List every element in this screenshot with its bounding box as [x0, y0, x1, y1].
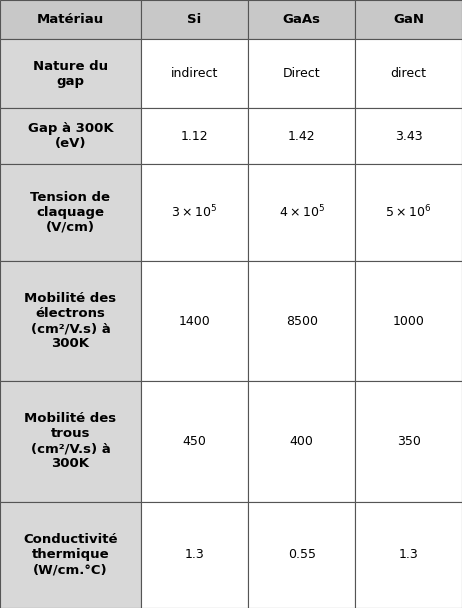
Bar	[141, 108, 248, 164]
Text: $5 \times 10^6$: $5 \times 10^6$	[385, 204, 432, 221]
Text: 450: 450	[182, 435, 207, 448]
Text: Conductivité
thermique
(W/cm.°C): Conductivité thermique (W/cm.°C)	[23, 533, 118, 576]
Text: 1000: 1000	[393, 314, 425, 328]
Bar	[355, 0, 462, 39]
Bar	[248, 108, 355, 164]
Bar	[141, 502, 248, 608]
Bar	[248, 261, 355, 381]
Bar	[248, 0, 355, 39]
Text: $4 \times 10^5$: $4 \times 10^5$	[279, 204, 325, 221]
Bar	[355, 108, 462, 164]
Bar	[248, 381, 355, 502]
Text: Si: Si	[188, 13, 201, 26]
Text: 3.43: 3.43	[395, 130, 422, 142]
Text: $3 \times 10^5$: $3 \times 10^5$	[171, 204, 218, 221]
Bar	[141, 381, 248, 502]
Text: 0.55: 0.55	[288, 548, 316, 561]
Bar	[248, 39, 355, 108]
Bar	[0, 261, 141, 381]
Text: Direct: Direct	[283, 67, 321, 80]
Text: 8500: 8500	[286, 314, 318, 328]
Bar	[355, 502, 462, 608]
Text: GaN: GaN	[393, 13, 424, 26]
Bar	[141, 39, 248, 108]
Bar	[141, 0, 248, 39]
Bar	[0, 164, 141, 261]
Text: 350: 350	[397, 435, 420, 448]
Bar	[0, 502, 141, 608]
Text: 1.12: 1.12	[181, 130, 208, 142]
Text: Matériau: Matériau	[37, 13, 104, 26]
Text: Nature du
gap: Nature du gap	[33, 60, 108, 88]
Text: 1400: 1400	[179, 314, 210, 328]
Bar	[355, 381, 462, 502]
Text: GaAs: GaAs	[283, 13, 321, 26]
Text: 400: 400	[290, 435, 314, 448]
Bar	[0, 381, 141, 502]
Bar	[141, 261, 248, 381]
Bar	[355, 261, 462, 381]
Bar	[0, 108, 141, 164]
Text: 1.42: 1.42	[288, 130, 316, 142]
Bar	[355, 39, 462, 108]
Text: Tension de
claquage
(V/cm): Tension de claquage (V/cm)	[30, 191, 110, 234]
Text: 1.3: 1.3	[399, 548, 419, 561]
Text: Mobilité des
électrons
(cm²/V.s) à
300K: Mobilité des électrons (cm²/V.s) à 300K	[24, 292, 116, 350]
Bar	[355, 164, 462, 261]
Text: Gap à 300K
(eV): Gap à 300K (eV)	[28, 122, 113, 150]
Bar	[248, 502, 355, 608]
Text: direct: direct	[391, 67, 426, 80]
Bar	[0, 39, 141, 108]
Text: indirect: indirect	[171, 67, 218, 80]
Bar	[0, 0, 141, 39]
Bar	[141, 164, 248, 261]
Text: 1.3: 1.3	[185, 548, 204, 561]
Bar	[248, 164, 355, 261]
Text: Mobilité des
trous
(cm²/V.s) à
300K: Mobilité des trous (cm²/V.s) à 300K	[24, 412, 116, 471]
